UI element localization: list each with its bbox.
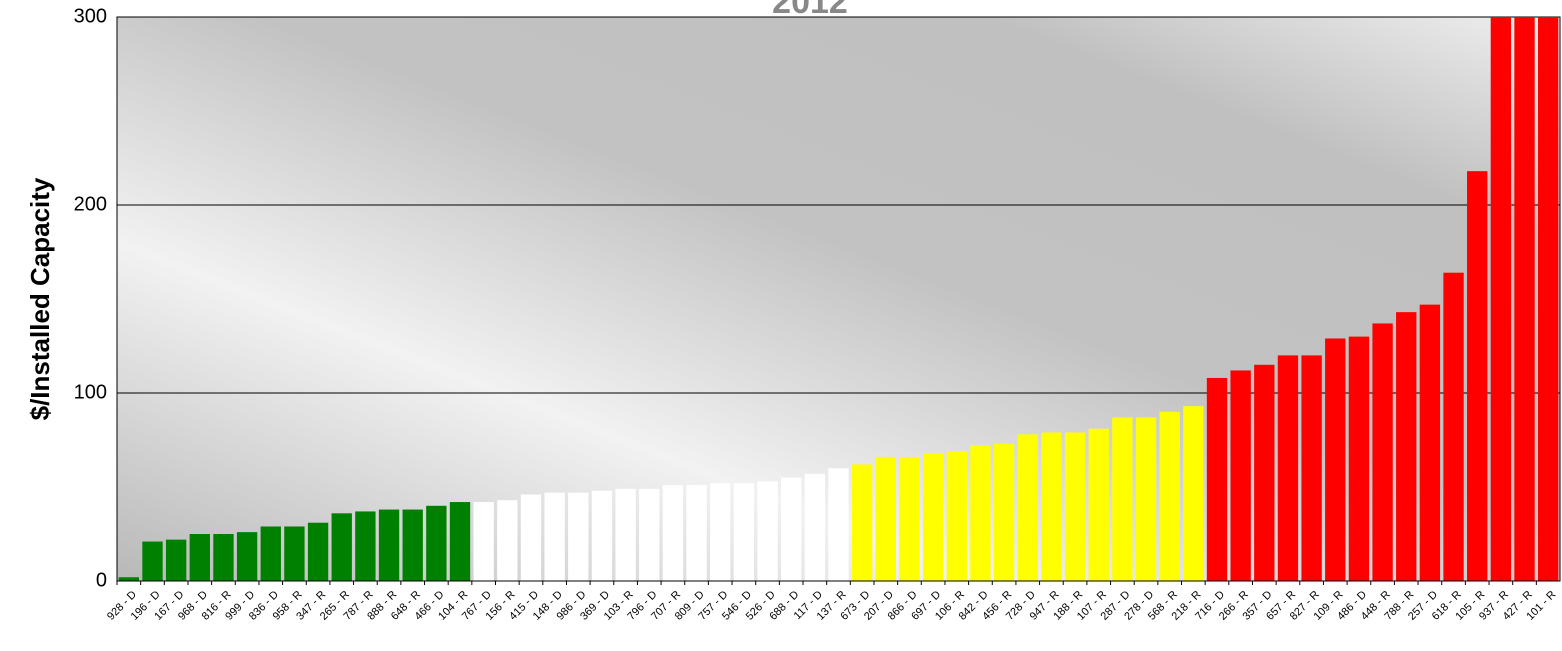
bar [284, 526, 305, 581]
y-axis-label: $/Installed Capacity [25, 177, 55, 420]
bar [1514, 17, 1535, 581]
bar [1088, 428, 1109, 581]
bar [355, 511, 376, 581]
bar [473, 502, 494, 581]
bar [1301, 355, 1322, 581]
y-tick-label: 100 [74, 381, 107, 403]
bar [142, 541, 163, 581]
bar [1372, 323, 1393, 581]
bar [875, 456, 896, 581]
bar [615, 488, 636, 581]
bar [1419, 304, 1441, 581]
bar [710, 483, 731, 581]
y-tick-label: 200 [74, 193, 107, 215]
bar [1254, 364, 1275, 581]
bar [1183, 406, 1204, 581]
bar [213, 534, 234, 581]
bar [568, 492, 589, 581]
bar [899, 456, 920, 581]
bar [402, 509, 423, 581]
bar [591, 490, 613, 581]
bar [331, 513, 352, 581]
bar [828, 468, 849, 581]
bar [426, 505, 447, 581]
bar [1348, 336, 1370, 581]
bar [970, 445, 991, 581]
bar [1325, 338, 1346, 581]
bar [1467, 171, 1488, 581]
bar [662, 485, 684, 581]
bar [757, 481, 778, 581]
y-tick-label: 0 [96, 569, 107, 591]
bar [993, 443, 1015, 581]
bar [733, 483, 755, 581]
bar [1396, 312, 1417, 581]
bar [1017, 434, 1038, 581]
bar [1538, 17, 1559, 581]
bar [686, 485, 707, 581]
y-tick-label: 300 [74, 5, 107, 27]
bar [1230, 370, 1251, 581]
bar [1443, 272, 1464, 581]
bar [922, 453, 944, 581]
bar [1277, 355, 1299, 581]
bar [1159, 411, 1180, 581]
bar [520, 494, 542, 581]
bar [497, 500, 518, 581]
bar [449, 502, 471, 581]
bar [781, 477, 802, 581]
bar [307, 522, 329, 581]
bar [236, 532, 258, 581]
bar [1490, 17, 1512, 581]
bar [851, 464, 873, 581]
bar [1206, 377, 1228, 581]
bar [260, 526, 281, 581]
bar [165, 539, 187, 581]
bar [118, 577, 139, 581]
bar [1041, 432, 1062, 581]
bar [1112, 417, 1133, 581]
bar [804, 473, 826, 581]
bar [1135, 417, 1157, 581]
chart-title: 2012 [772, 0, 848, 21]
bar [946, 451, 967, 581]
bar [639, 488, 660, 581]
bar [378, 509, 400, 581]
bar [1064, 432, 1086, 581]
bar [189, 534, 210, 581]
bar [544, 492, 565, 581]
